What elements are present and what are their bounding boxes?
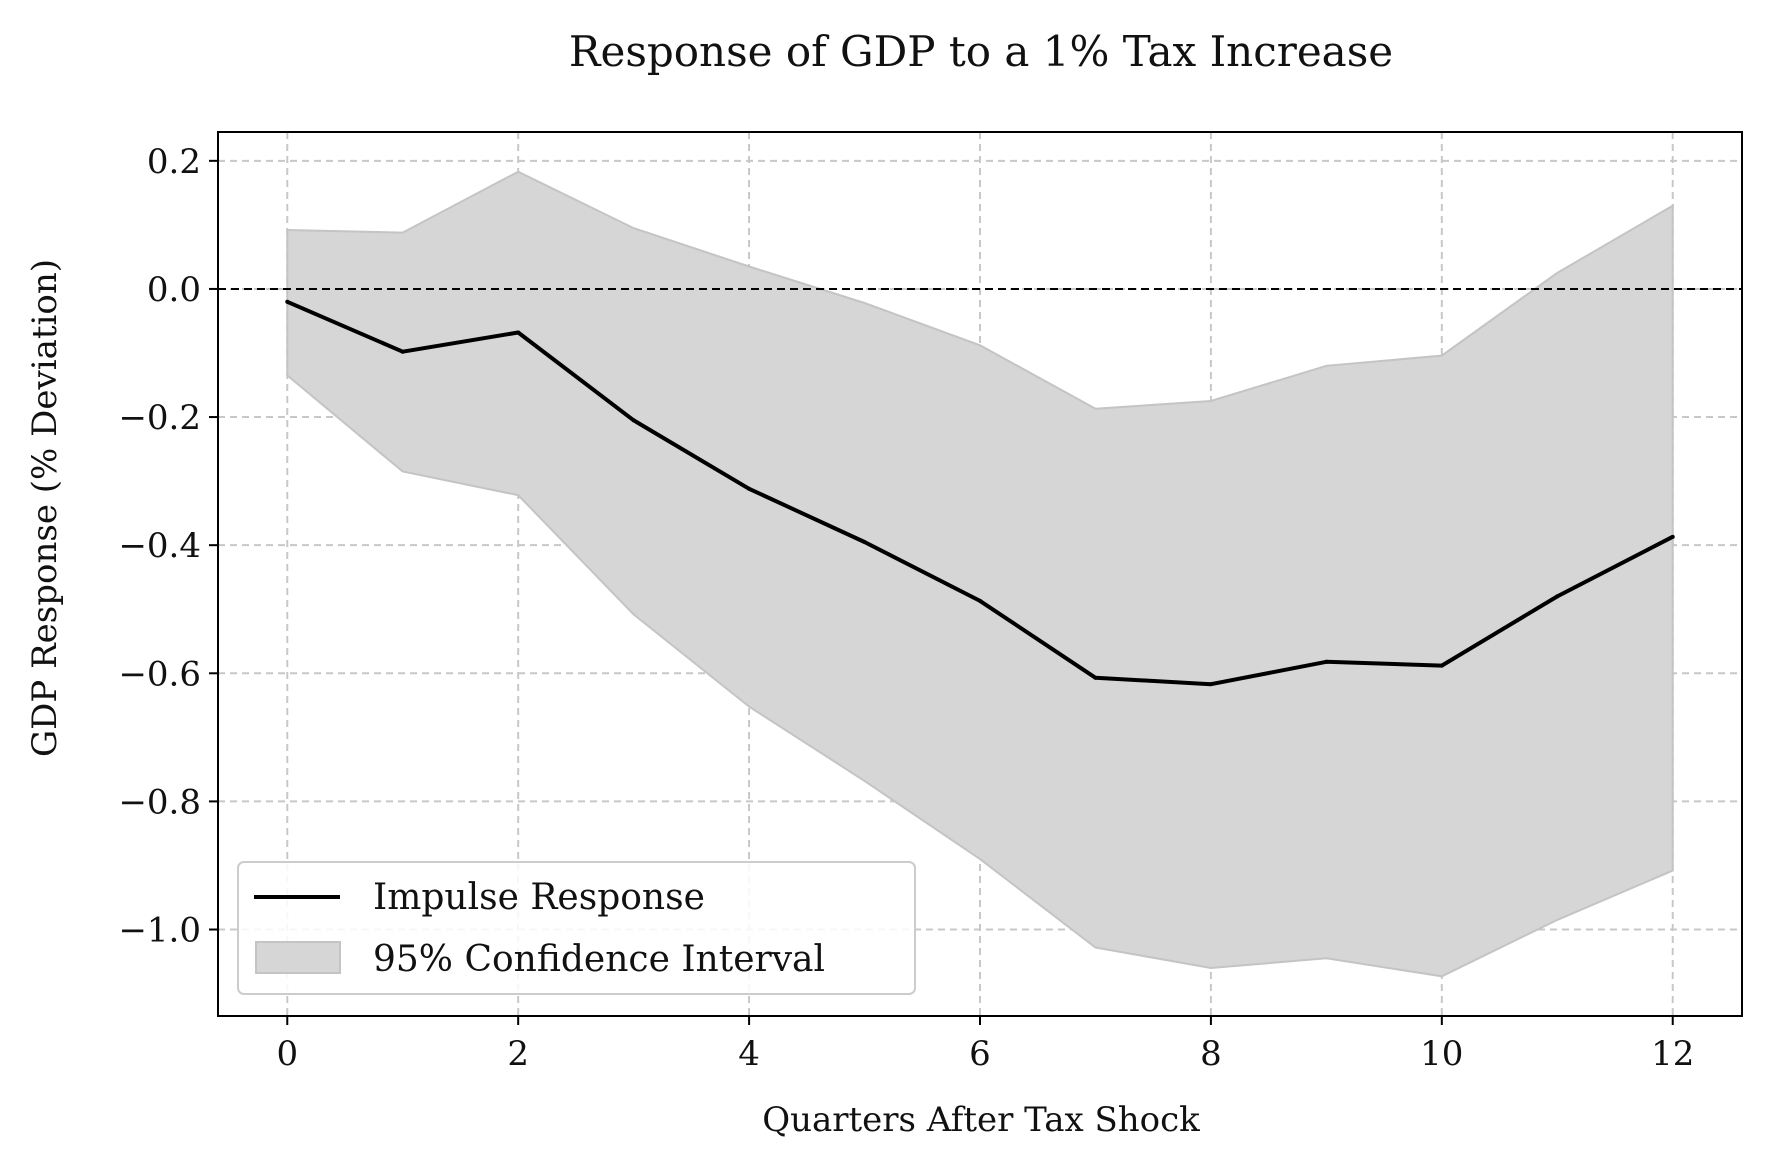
y-tick-label: −0.8 (118, 782, 201, 822)
impulse-response-point (285, 299, 290, 304)
impulse-response-point (1439, 663, 1444, 668)
legend-label-impulse-response: Impulse Response (373, 877, 705, 918)
impulse-response-point (400, 349, 405, 354)
impulse-response-point (747, 486, 752, 491)
y-tick-label: 0.2 (147, 142, 201, 182)
x-tick-label: 4 (738, 1034, 760, 1074)
x-tick-label: 0 (276, 1034, 298, 1074)
impulse-response-point (862, 539, 867, 544)
x-tick-label: 2 (507, 1034, 529, 1074)
y-axis-ticks: 0.2 0.0 −0.2 −0.4 −0.6 −0.8 −1.0 (118, 142, 218, 951)
impulse-response-point (1555, 594, 1560, 599)
y-tick-label: −0.6 (118, 654, 201, 694)
x-tick-label: 6 (969, 1034, 991, 1074)
x-tick-label: 10 (1420, 1034, 1463, 1074)
x-tick-label: 8 (1200, 1034, 1222, 1074)
y-tick-label: −0.4 (118, 526, 201, 566)
impulse-response-point (516, 330, 521, 335)
impulse-response-point (1093, 675, 1098, 680)
impulse-response-point (1208, 682, 1213, 687)
legend-band-swatch (255, 941, 341, 974)
legend: Impulse Response 95% Confidence Interval (237, 861, 916, 995)
x-tick-label: 12 (1651, 1034, 1694, 1074)
x-axis-ticks: 0 2 4 6 8 10 12 (276, 1016, 1694, 1074)
x-axis-title: Quarters After Tax Shock (762, 1100, 1200, 1140)
y-tick-label: 0.0 (147, 270, 201, 310)
impulse-response-point (978, 598, 982, 603)
y-tick-label: −0.2 (118, 398, 201, 438)
y-tick-label: −1.0 (118, 911, 201, 951)
data-points (285, 299, 1675, 687)
chart-title: Response of GDP to a 1% Tax Increase (569, 27, 1393, 76)
legend-label-confidence-interval: 95% Confidence Interval (373, 939, 825, 980)
impulse-response-point (1324, 659, 1329, 664)
legend-box (237, 861, 916, 995)
confidence-interval-band (286, 170, 1674, 978)
impulse-response-point (631, 418, 636, 423)
y-axis-title: GDP Response (% Deviation) (25, 259, 65, 757)
plot-area (217, 131, 1743, 1017)
impulse-response-point (1670, 534, 1675, 539)
